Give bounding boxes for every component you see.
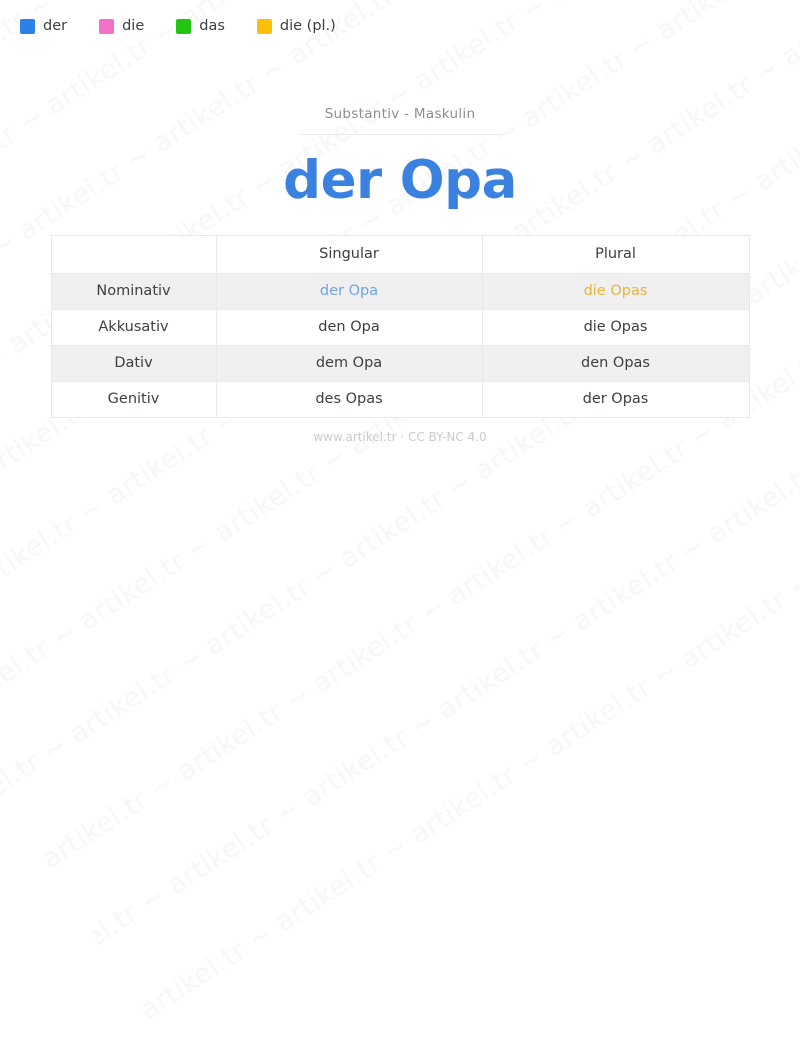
column-header-singular: Singular — [215, 234, 483, 274]
legend-item-der: der — [20, 18, 67, 34]
case-label-dativ: Dativ — [50, 344, 217, 382]
page-title: der Opa — [283, 150, 517, 211]
color-swatch-icon-die — [99, 18, 115, 34]
color-swatch-icon-der — [20, 18, 35, 34]
cell-dativ-singular: dem Opa — [215, 344, 483, 382]
table-row: Genitiv des Opas der Opas — [50, 380, 750, 418]
legend-label-das: das — [199, 18, 225, 34]
legend-item-das: das — [176, 18, 225, 34]
article-color-legend: der die das die (pl.) — [0, 0, 800, 52]
column-header-case — [50, 234, 217, 274]
cell-akkusativ-singular: den Opa — [215, 308, 483, 346]
cell-akkusativ-plural: die Opas — [481, 308, 750, 346]
declension-table: Singular Plural Nominativ der Opa die Op… — [50, 234, 750, 418]
subtitle-block: Substantiv - Maskulin — [300, 52, 500, 135]
cell-nominativ-singular: der Opa — [215, 272, 483, 310]
case-label-nominativ: Nominativ — [50, 272, 217, 310]
divider — [300, 134, 500, 135]
legend-label-der: der — [43, 18, 68, 34]
color-swatch-icon-das — [176, 18, 192, 34]
table-row: Dativ dem Opa den Opas — [50, 344, 750, 382]
cell-dativ-plural: den Opas — [481, 344, 750, 382]
legend-label-die-plural: die (pl.) — [279, 18, 336, 34]
cell-genitiv-plural: der Opas — [481, 380, 750, 418]
table-row: Nominativ der Opa die Opas — [50, 272, 750, 310]
cell-nominativ-plural: die Opas — [481, 272, 750, 310]
footer-attribution: www.artikel.tr · CC BY-NC 4.0 — [313, 429, 487, 444]
legend-item-die-plural: die (pl.) — [256, 18, 336, 34]
table-row: Akkusativ den Opa die Opas — [50, 308, 750, 346]
legend-label-die: die — [122, 18, 145, 34]
case-label-genitiv: Genitiv — [50, 380, 217, 418]
legend-item-die: die — [99, 18, 144, 34]
word-type-subtitle: Substantiv - Maskulin — [324, 106, 476, 122]
cell-genitiv-singular: des Opas — [215, 380, 483, 418]
table-header-row: Singular Plural — [50, 234, 750, 274]
column-header-plural: Plural — [481, 234, 750, 274]
color-swatch-icon-die-plural — [256, 18, 272, 34]
case-label-akkusativ: Akkusativ — [50, 308, 217, 346]
noun-declension-card: Substantiv - Maskulin der Opa Singular P… — [0, 52, 800, 533]
